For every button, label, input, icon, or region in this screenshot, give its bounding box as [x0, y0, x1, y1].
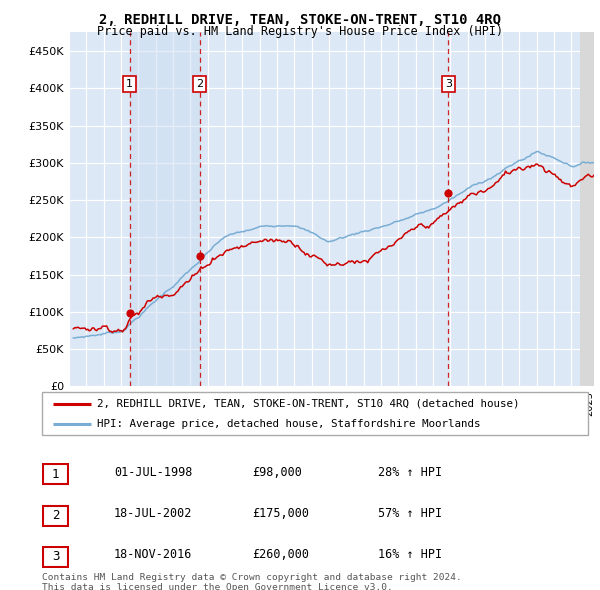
Text: 3: 3: [445, 79, 452, 88]
Text: Contains HM Land Registry data © Crown copyright and database right 2024.: Contains HM Land Registry data © Crown c…: [42, 573, 462, 582]
Text: 2: 2: [52, 509, 59, 522]
Text: 3: 3: [52, 550, 59, 563]
Bar: [130, 32, 200, 386]
Point: [443, 188, 453, 198]
Text: 2: 2: [196, 79, 203, 88]
Text: 16% ↑ HPI: 16% ↑ HPI: [378, 548, 442, 561]
Text: 18-NOV-2016: 18-NOV-2016: [114, 548, 193, 561]
Bar: [580, 32, 600, 386]
Text: 1: 1: [126, 79, 133, 88]
Text: HPI: Average price, detached house, Staffordshire Moorlands: HPI: Average price, detached house, Staf…: [97, 419, 480, 429]
FancyBboxPatch shape: [43, 547, 68, 567]
Text: 2, REDHILL DRIVE, TEAN, STOKE-ON-TRENT, ST10 4RQ: 2, REDHILL DRIVE, TEAN, STOKE-ON-TRENT, …: [99, 13, 501, 27]
Text: 2, REDHILL DRIVE, TEAN, STOKE-ON-TRENT, ST10 4RQ (detached house): 2, REDHILL DRIVE, TEAN, STOKE-ON-TRENT, …: [97, 399, 519, 409]
Text: £98,000: £98,000: [252, 466, 302, 478]
Text: Price paid vs. HM Land Registry's House Price Index (HPI): Price paid vs. HM Land Registry's House …: [97, 25, 503, 38]
Text: 1: 1: [52, 468, 59, 481]
Text: 28% ↑ HPI: 28% ↑ HPI: [378, 466, 442, 478]
Text: £260,000: £260,000: [252, 548, 309, 561]
Text: This data is licensed under the Open Government Licence v3.0.: This data is licensed under the Open Gov…: [42, 583, 393, 590]
Text: £175,000: £175,000: [252, 507, 309, 520]
FancyBboxPatch shape: [42, 392, 588, 435]
Point: [125, 309, 134, 318]
Text: 01-JUL-1998: 01-JUL-1998: [114, 466, 193, 478]
FancyBboxPatch shape: [43, 506, 68, 526]
Text: 57% ↑ HPI: 57% ↑ HPI: [378, 507, 442, 520]
Point: [195, 251, 205, 261]
FancyBboxPatch shape: [43, 464, 68, 484]
Text: 18-JUL-2002: 18-JUL-2002: [114, 507, 193, 520]
